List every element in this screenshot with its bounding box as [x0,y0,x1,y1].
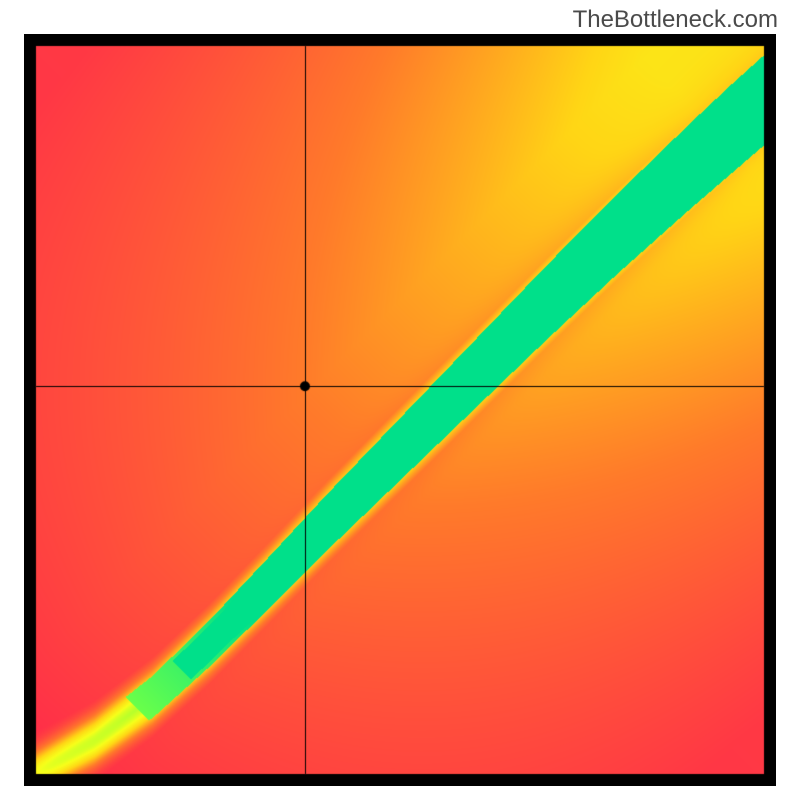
plot-frame [24,34,776,786]
crosshair-overlay [24,34,776,786]
root: TheBottleneck.com [0,0,800,800]
watermark-text: TheBottleneck.com [573,6,778,34]
